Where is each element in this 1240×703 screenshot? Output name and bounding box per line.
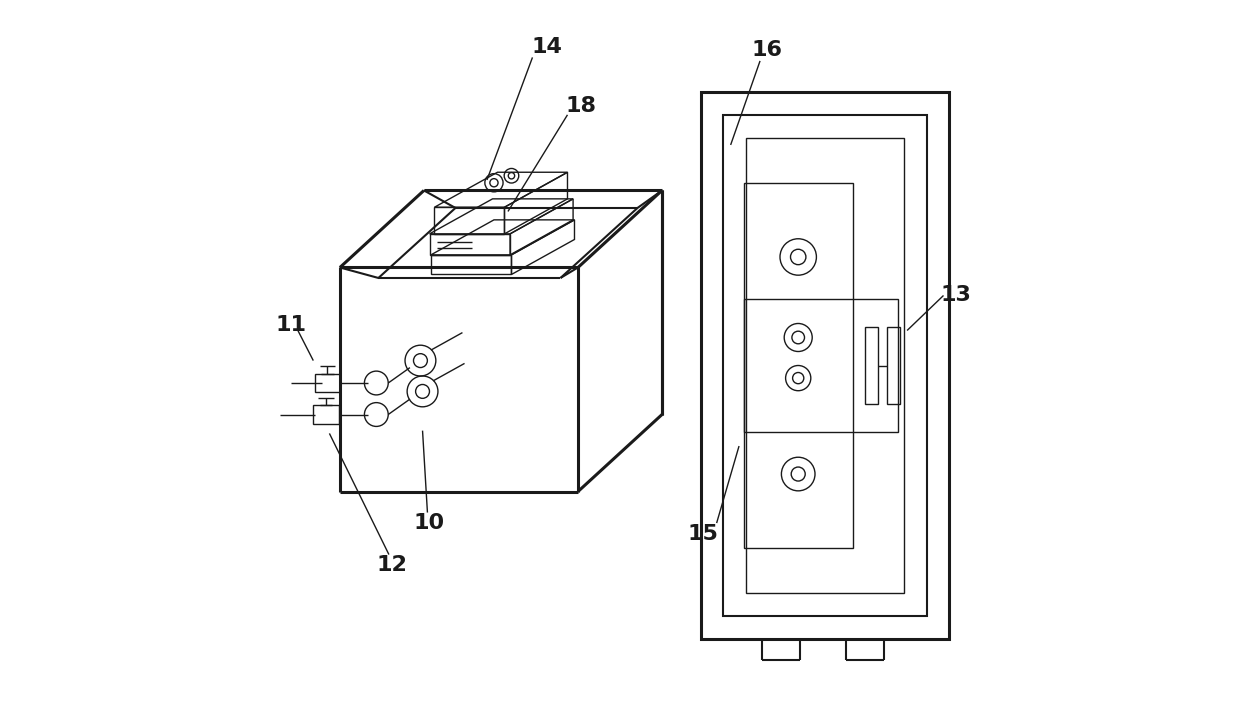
Text: 13: 13 [941, 285, 972, 306]
Bar [723, 115, 926, 617]
Bar [315, 374, 340, 392]
Bar [888, 327, 900, 404]
Bar [744, 183, 853, 548]
Text: 14: 14 [531, 37, 562, 57]
Text: 11: 11 [275, 315, 306, 335]
Text: 15: 15 [687, 524, 718, 543]
Bar [701, 92, 949, 638]
Bar [314, 406, 339, 424]
Bar [866, 327, 878, 404]
Text: 12: 12 [377, 555, 408, 575]
Bar [744, 299, 898, 432]
Text: 18: 18 [565, 96, 596, 117]
Text: 10: 10 [414, 513, 445, 533]
Text: 16: 16 [751, 40, 782, 60]
Bar [746, 138, 904, 593]
